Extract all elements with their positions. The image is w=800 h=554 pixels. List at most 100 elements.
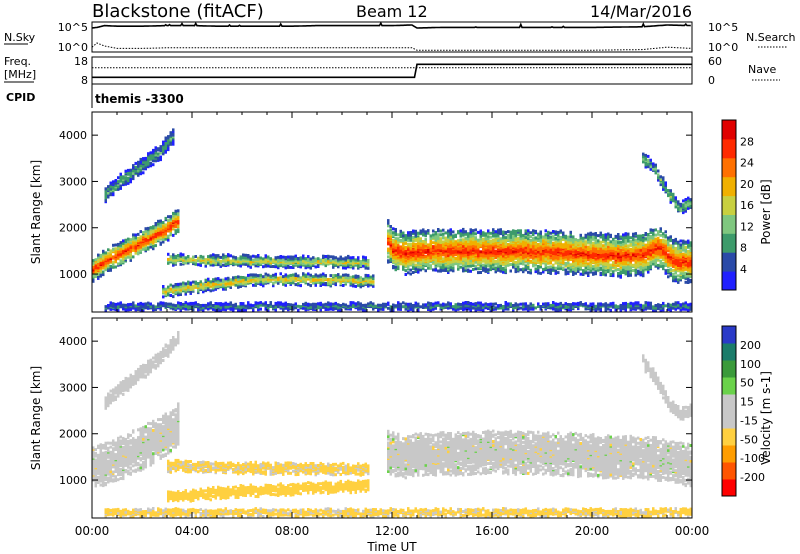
power-cell — [259, 273, 262, 277]
power-cell — [482, 246, 485, 250]
power-cell — [194, 301, 197, 305]
power-cell — [389, 230, 392, 234]
power-cell — [157, 152, 160, 156]
power-cell — [399, 238, 402, 242]
power-cell — [334, 256, 337, 260]
nave-label: Nave — [748, 63, 776, 76]
power-cell — [557, 236, 560, 240]
power-cell — [289, 273, 292, 277]
power-cell — [554, 230, 557, 234]
power-cell — [104, 187, 107, 191]
power-cell — [522, 267, 525, 271]
power-cell — [564, 234, 567, 238]
power-cell — [464, 236, 467, 240]
power-cell — [239, 255, 242, 259]
power-cell — [669, 237, 672, 241]
power-cell — [474, 242, 477, 246]
power-cell — [474, 258, 477, 262]
power-cell — [159, 155, 162, 159]
power-cell — [119, 175, 122, 179]
power-cell — [117, 242, 120, 246]
power-cell — [99, 253, 102, 257]
power-cell — [392, 264, 395, 268]
power-cell — [264, 258, 267, 262]
power-cell — [584, 266, 587, 270]
power-cell — [659, 239, 662, 242]
power-cell — [577, 238, 580, 242]
power-cell — [392, 231, 395, 235]
power-cell — [164, 149, 167, 153]
power-cell — [452, 262, 455, 266]
power-cell — [649, 231, 652, 234]
power-cell — [147, 156, 150, 160]
power-cell — [314, 283, 317, 287]
power-cell — [419, 229, 422, 233]
power-cell — [94, 269, 97, 273]
cpid-value: themis -3300 — [95, 92, 184, 106]
power-cell — [207, 302, 210, 306]
power-cell — [564, 245, 567, 249]
power-cell — [524, 264, 527, 268]
power-cell — [337, 273, 340, 277]
power-cell — [182, 281, 185, 285]
power-cell — [392, 242, 395, 246]
power-cell — [227, 262, 230, 266]
power-cell — [619, 240, 622, 244]
power-cell — [112, 255, 115, 259]
power-cell — [407, 248, 410, 251]
power-cell — [589, 231, 592, 235]
power-cell — [124, 169, 127, 173]
power-cell — [657, 249, 660, 253]
power-cell — [177, 301, 180, 305]
power-cell — [139, 235, 142, 239]
power-cell — [659, 249, 662, 253]
power-cell — [662, 184, 665, 188]
power-cell — [387, 232, 390, 236]
power-cell — [672, 245, 675, 249]
power-cell — [547, 268, 550, 272]
power-cell — [647, 268, 650, 271]
power-cell — [572, 238, 575, 241]
power-cell — [397, 233, 400, 237]
power-cell — [462, 233, 465, 237]
power-cell — [222, 278, 225, 282]
power-cell — [152, 233, 155, 236]
power-cell — [477, 230, 480, 234]
power-cell — [602, 271, 605, 275]
power-cell — [232, 262, 235, 265]
power-cell — [162, 152, 165, 156]
power-cell — [689, 278, 692, 282]
power-cell — [649, 158, 652, 162]
power-cell — [602, 236, 605, 240]
power-cell — [432, 236, 435, 239]
power-cell — [437, 257, 440, 261]
power-cell — [272, 273, 275, 277]
power-cell — [152, 148, 155, 152]
power-cell — [462, 268, 465, 272]
power-cell — [584, 240, 587, 244]
power-cell — [504, 236, 507, 240]
power-cell — [407, 238, 410, 242]
power-cell — [92, 279, 95, 283]
power-cell — [362, 277, 365, 281]
power-cell — [434, 258, 437, 262]
power-cell — [184, 303, 187, 307]
power-cell — [632, 236, 635, 240]
power-cell — [539, 235, 542, 239]
power-cell — [584, 242, 587, 246]
power-cell — [409, 242, 412, 246]
power-cell — [687, 279, 690, 283]
power-cell — [162, 295, 165, 299]
power-cell — [422, 240, 425, 243]
power-cell — [664, 269, 667, 273]
power-cell — [479, 241, 482, 245]
power-cell — [369, 275, 372, 279]
power-cell — [402, 258, 405, 262]
power-cell — [437, 228, 440, 231]
power-cell — [472, 255, 475, 259]
power-cell — [117, 176, 120, 180]
power-cell — [127, 237, 130, 241]
power-cell — [662, 232, 665, 236]
power-cell — [602, 240, 605, 244]
power-cell — [654, 228, 657, 232]
